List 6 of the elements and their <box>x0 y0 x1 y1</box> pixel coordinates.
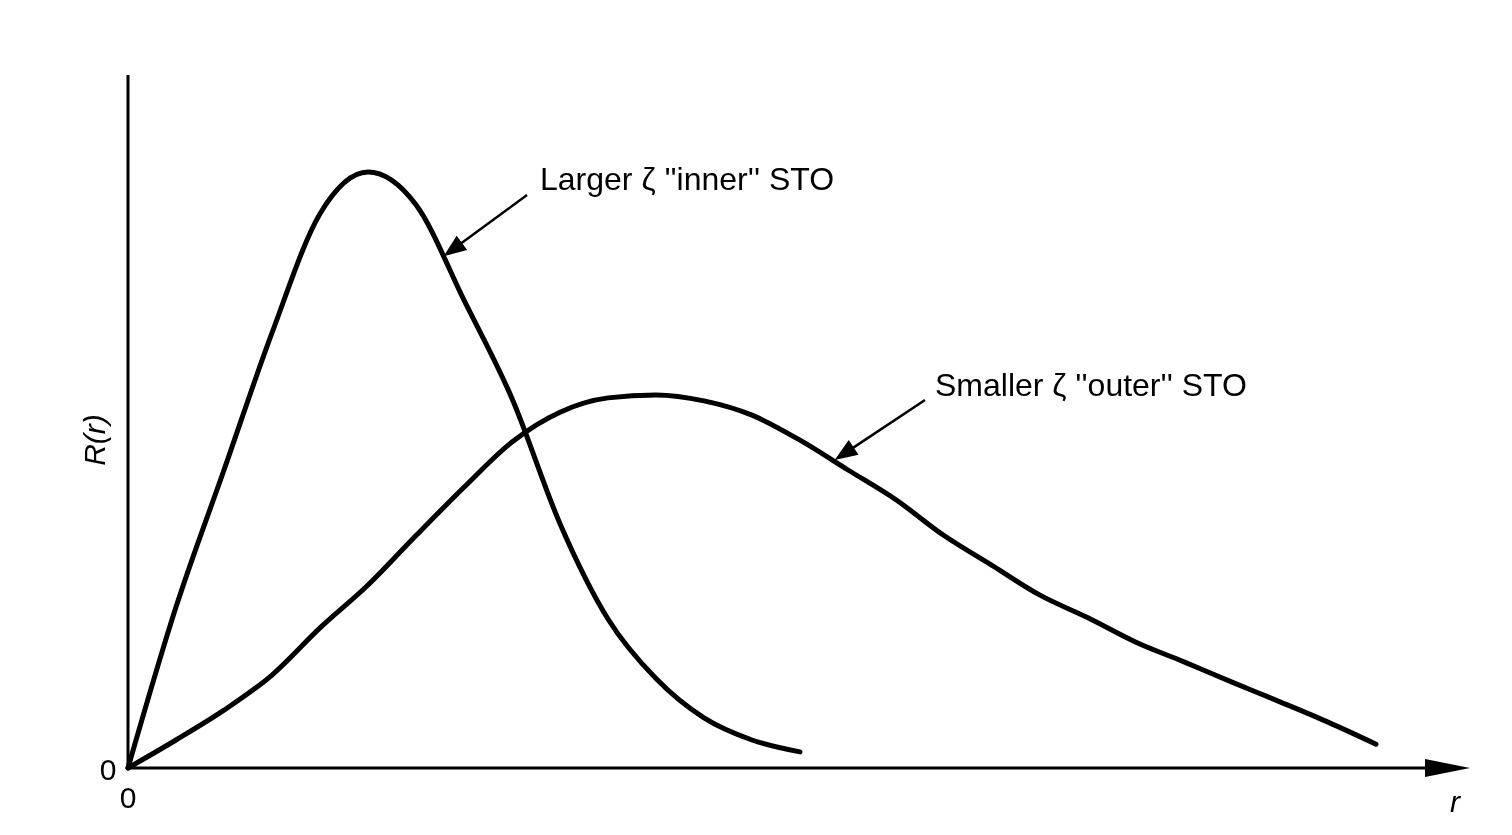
text: 0 <box>99 753 117 786</box>
annotation: Smaller ζ ''outer'' STO <box>935 367 1247 403</box>
text: 0 <box>119 781 137 814</box>
y-axis-title: R(r) <box>78 414 111 466</box>
annotation: Larger ζ ''inner'' STO <box>540 161 835 197</box>
x-axis-title: r <box>1450 785 1461 818</box>
